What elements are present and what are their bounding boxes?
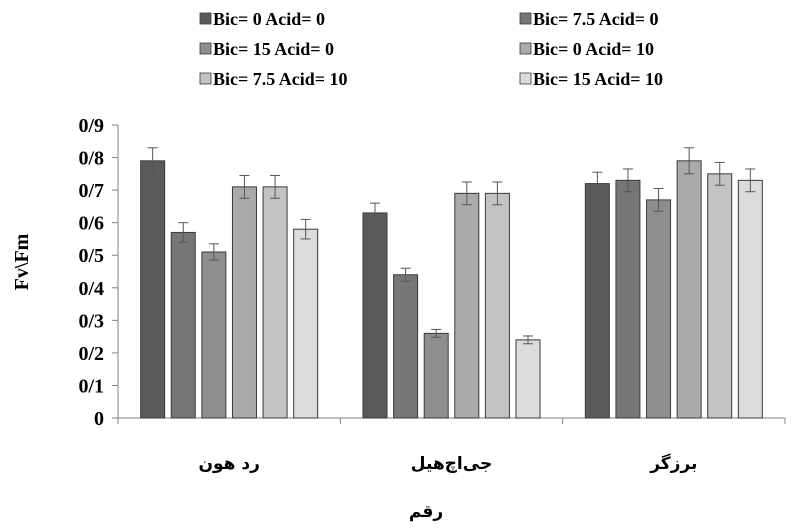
bar bbox=[393, 274, 419, 419]
bar bbox=[615, 179, 641, 419]
legend-swatch bbox=[519, 12, 532, 25]
y-tick-label: 0/4 bbox=[78, 278, 104, 300]
bar bbox=[231, 186, 257, 419]
legend-label: Bic= 7.5 Acid= 0 bbox=[533, 9, 659, 29]
bar bbox=[676, 160, 702, 419]
y-tick-label: 0/6 bbox=[78, 213, 104, 235]
bar bbox=[140, 160, 166, 419]
bar bbox=[515, 339, 541, 419]
x-axis-title: رقم bbox=[409, 502, 443, 522]
y-axis: 0 0/1 0/2 0/3 0/4 0/5 0/6 0/7 0/8 0/9 bbox=[78, 115, 119, 430]
legend-swatch bbox=[199, 12, 212, 25]
y-tick-label: 0/1 bbox=[78, 375, 104, 397]
bar bbox=[423, 332, 449, 419]
bar bbox=[262, 186, 288, 419]
bar bbox=[454, 192, 480, 419]
bar bbox=[170, 231, 196, 419]
y-tick-label: 0/9 bbox=[78, 115, 104, 137]
bar bbox=[737, 179, 763, 419]
legend-swatch bbox=[199, 72, 212, 85]
bar bbox=[584, 183, 610, 419]
legend-label: Bic= 15 Acid= 0 bbox=[213, 39, 334, 59]
legend-label: Bic= 7.5 Acid= 10 bbox=[213, 69, 348, 89]
legend-swatch bbox=[519, 72, 532, 85]
y-tick-label: 0 bbox=[94, 408, 104, 430]
y-axis-title: Fv\Fm bbox=[11, 233, 33, 290]
y-tick-label: 0/2 bbox=[78, 343, 104, 365]
x-axis: رد هون جی‌اچ‌هیل برزگر bbox=[117, 417, 786, 474]
bar bbox=[484, 192, 510, 419]
legend-swatch bbox=[519, 42, 532, 55]
bar bbox=[707, 173, 733, 419]
y-tick-label: 0/7 bbox=[78, 180, 104, 202]
legend-label: Bic= 0 Acid= 0 bbox=[213, 9, 325, 29]
legend-label: Bic= 0 Acid= 10 bbox=[533, 39, 654, 59]
x-category-label: رد هون bbox=[198, 454, 259, 474]
bar bbox=[362, 212, 388, 419]
bars bbox=[140, 147, 763, 419]
y-tick-label: 0/5 bbox=[78, 245, 104, 267]
y-tick-label: 0/8 bbox=[78, 148, 104, 170]
bar bbox=[293, 228, 319, 419]
x-category-label: جی‌اچ‌هیل bbox=[411, 454, 492, 474]
y-tick-label: 0/3 bbox=[78, 310, 104, 332]
legend: Bic= 0 Acid= 0 Bic= 7.5 Acid= 0 Bic= 15 Ac… bbox=[199, 9, 663, 89]
bar bbox=[201, 251, 227, 419]
x-category-label: برزگر bbox=[649, 453, 697, 474]
legend-swatch bbox=[199, 42, 212, 55]
bar bbox=[646, 199, 672, 419]
legend-label: Bic= 15 Acid= 10 bbox=[533, 69, 663, 89]
